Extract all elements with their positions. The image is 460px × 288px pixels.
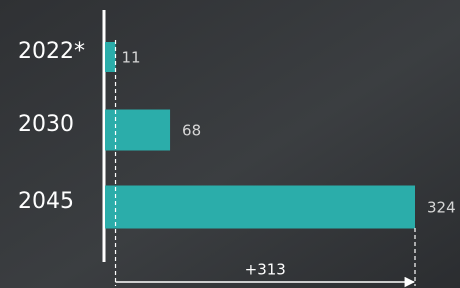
- category-label: 2022*: [18, 39, 85, 64]
- page: {"chart_data": {"type": "barh", "categor…: [0, 0, 460, 288]
- category-label: 2030: [18, 112, 74, 137]
- bar: [105, 42, 116, 72]
- value-label: 68: [182, 122, 201, 140]
- annotation: +313: [245, 261, 286, 279]
- bar: [105, 186, 415, 229]
- value-label: 11: [122, 49, 141, 67]
- chart: 2022* 11 2030 68 2045 324 +313: [0, 0, 460, 288]
- bar: [105, 110, 170, 151]
- value-label: 324: [427, 199, 456, 217]
- category-label: 2045: [18, 189, 74, 214]
